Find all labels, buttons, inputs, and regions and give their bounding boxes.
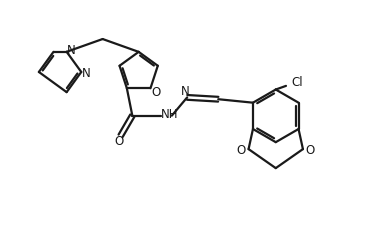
- Text: N: N: [82, 67, 91, 80]
- Text: NH: NH: [161, 109, 178, 121]
- Text: O: O: [236, 144, 246, 157]
- Text: O: O: [306, 144, 315, 157]
- Text: N: N: [181, 85, 190, 98]
- Text: O: O: [114, 135, 123, 148]
- Text: Cl: Cl: [292, 76, 303, 89]
- Text: O: O: [151, 86, 160, 99]
- Text: N: N: [67, 44, 75, 57]
